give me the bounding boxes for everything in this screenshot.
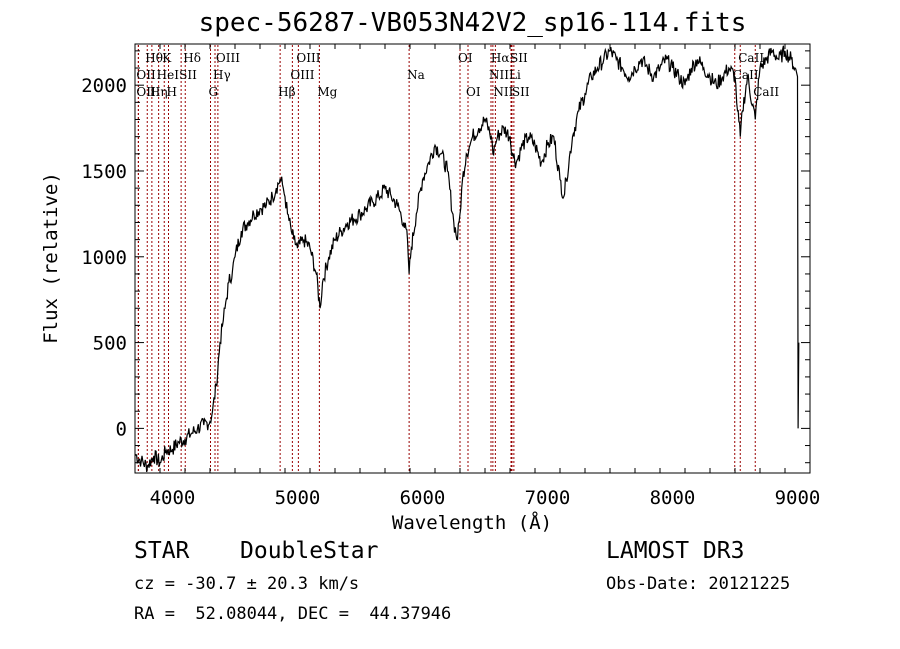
x-tick-label: 8000 xyxy=(650,487,696,509)
line-markers xyxy=(137,45,756,472)
x-axis: 4000 5000 6000 7000 8000 9000 xyxy=(150,44,821,509)
y-tick-label: 1000 xyxy=(81,247,127,269)
x-tick-label: 9000 xyxy=(775,487,821,509)
spectral-line-label: Hγ xyxy=(213,68,231,82)
spectral-line-label: Hα xyxy=(491,51,510,65)
spectral-line-label: Na xyxy=(407,68,425,82)
survey-label: LAMOST DR3 xyxy=(606,538,745,564)
x-tick-label: 4000 xyxy=(150,487,196,509)
x-tick-label: 7000 xyxy=(525,487,571,509)
spectral-line-label: CaII xyxy=(753,85,779,99)
y-tick-label: 1500 xyxy=(81,161,127,183)
spectral-line-label: NII xyxy=(489,68,509,82)
y-axis-label: Flux (relative) xyxy=(40,172,62,344)
coordinates: RA = 52.08044, DEC = 44.37946 xyxy=(134,604,452,624)
spectral-line-label: Mg xyxy=(317,85,337,99)
spectral-line-label: NII xyxy=(493,85,513,99)
y-tick-label: 0 xyxy=(116,418,127,440)
spectral-line-label: K xyxy=(162,51,172,65)
spectral-line-label: H xyxy=(167,85,177,99)
spectral-line-label: OIII xyxy=(290,68,314,82)
spectral-line-label: Hβ xyxy=(278,85,295,99)
x-tick-label: 6000 xyxy=(400,487,446,509)
spectral-line-label: Hη xyxy=(150,85,168,99)
x-axis-label: Wavelength (Å) xyxy=(392,511,552,534)
spectral-line-label: CaII xyxy=(738,51,764,65)
object-subclass: DoubleStar xyxy=(240,538,379,564)
spectrum-line xyxy=(134,45,800,473)
x-tick-label: 5000 xyxy=(275,487,321,509)
spectral-line-label: OIII xyxy=(216,51,240,65)
spectral-line-label: Hδ xyxy=(183,51,201,65)
obs-date: Obs-Date: 20121225 xyxy=(606,574,791,594)
spectral-line-label: Li xyxy=(509,68,521,82)
chart-title: spec-56287-VB053N42V2_sp16-114.fits xyxy=(198,8,747,38)
spectral-line-label: SII xyxy=(512,85,530,99)
redshift-cz: cz = -30.7 ± 20.3 km/s xyxy=(134,574,360,594)
spectral-line-label: SII xyxy=(510,51,528,65)
y-tick-label: 500 xyxy=(93,333,127,355)
spectral-line-label: SII xyxy=(179,68,197,82)
spectral-line-label: HeI xyxy=(157,68,180,82)
spectral-line-label: OI xyxy=(466,85,481,99)
line-labels: HθOIIOIIHηHeIKHSIIHδGHγOIIIHβOIIIOIIIMgN… xyxy=(136,51,779,99)
spectral-line-label: OI xyxy=(458,51,473,65)
spectral-line-label: Hθ xyxy=(145,51,163,65)
plot-frame xyxy=(134,43,811,474)
y-axis: 0 500 1000 1500 2000 xyxy=(81,50,810,464)
object-class: STAR xyxy=(134,538,190,564)
y-tick-label: 2000 xyxy=(81,75,127,97)
spectral-line-label: OIII xyxy=(296,51,320,65)
spectral-line-label: CaII xyxy=(733,68,759,82)
spectral-line-label: OII xyxy=(136,68,156,82)
spectral-line-label: G xyxy=(209,85,219,99)
spectral-line-label: OII xyxy=(136,85,156,99)
